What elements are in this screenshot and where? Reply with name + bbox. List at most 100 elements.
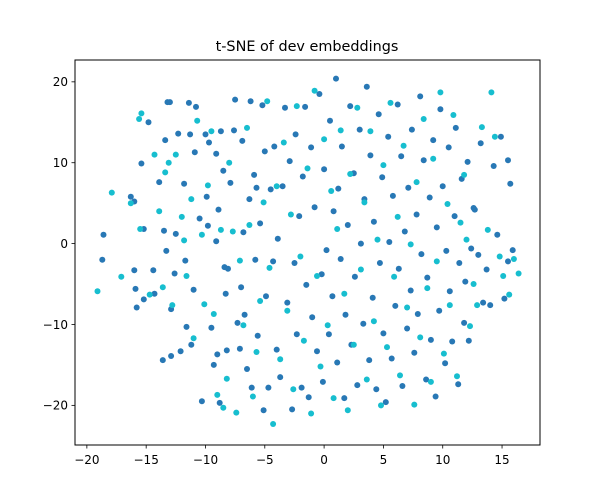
scatter-point [413,179,420,186]
scatter-point [450,112,457,118]
scatter-point [446,288,453,295]
scatter-point [449,338,456,345]
scatter-point [394,213,401,220]
scatter-point [327,117,333,124]
scatter-point [277,374,284,381]
scatter-point [277,356,284,363]
scatter-point [253,184,260,191]
scatter-point [293,103,300,110]
scatter-point [241,311,248,318]
scatter-point [354,104,361,111]
scatter-point [484,226,491,233]
scatter-point [446,302,453,309]
scatter-point [366,357,373,364]
scatter-point [264,98,271,105]
scatter-point [208,324,215,331]
scatter-point [323,247,330,254]
scatter-point [305,394,312,401]
scatter-point [171,270,178,277]
scatter-point [227,179,234,186]
scatter-point [333,75,339,82]
scatter-point [222,290,229,297]
points-layer [94,75,522,427]
scatter-point [108,189,115,196]
x-tick-label: −15 [134,453,159,467]
scatter-point [198,398,205,405]
scatter-point [172,151,179,158]
scatter-point [292,131,299,138]
y-tick-label: 20 [53,75,68,89]
scatter-point [360,320,367,327]
scatter-point [439,183,446,190]
scatter-point [375,111,382,118]
scatter-point [437,89,444,96]
scatter-point [133,304,140,311]
scatter-point [433,224,440,231]
scatter-point [187,131,194,138]
scatter-point [314,348,320,355]
scatter-point [127,200,134,207]
scatter-point [261,148,268,155]
scatter-point [217,128,224,135]
scatter-point [249,393,256,400]
scatter-point [196,215,203,222]
y-tick-label: −20 [43,399,68,413]
scatter-point [290,386,297,393]
scatter-point [140,296,147,303]
scatter-point [253,349,260,355]
scatter-point [418,251,425,258]
scatter-point [424,274,431,281]
scatter-point [298,384,305,391]
scatter-point [166,99,173,106]
scatter-point [456,260,463,266]
scatter-point [233,409,240,416]
scatter-point [357,266,364,273]
scatter-point [380,162,387,169]
scatter-point [342,311,349,318]
scatter-point [311,204,318,211]
scatter-point [505,157,511,164]
scatter-point [350,341,357,348]
scatter-point [254,332,261,339]
scatter-point [437,106,444,113]
scatter-point [400,142,407,149]
scatter-point [334,359,341,366]
scatter-point [244,366,250,372]
scatter-point [240,322,247,329]
scatter-point [395,265,402,272]
scatter-point [223,375,230,382]
scatter-point [432,393,439,400]
scatter-point [220,404,227,411]
scatter-point [238,284,245,291]
scatter-point [217,226,224,233]
scatter-point [191,149,198,156]
scatter-point [505,258,511,265]
scatter-point [420,116,427,122]
scatter-point [151,151,158,158]
scatter-point [374,236,381,243]
scatter-point [287,211,294,218]
scatter-point [468,245,475,252]
scatter-point [151,290,158,297]
scatter-point [341,290,348,297]
scatter-point [414,311,421,317]
scatter-point [316,91,323,97]
scatter-point [370,218,377,225]
scatter-point [273,346,280,353]
scatter-point [213,150,220,157]
scatter-point [181,237,188,244]
series-0 [99,75,516,414]
scatter-point [483,266,490,273]
y-tick-label: −10 [43,318,68,332]
scatter-point [136,116,143,122]
scatter-point [384,344,390,351]
scatter-point [351,273,358,280]
scatter-point [284,307,291,314]
scatter-point [344,407,351,414]
scatter-point [183,273,190,279]
scatter-point [162,137,169,144]
scatter-point [162,169,169,176]
scatter-point [378,402,384,409]
x-tick-label: −20 [74,453,99,467]
scatter-point [246,222,253,228]
